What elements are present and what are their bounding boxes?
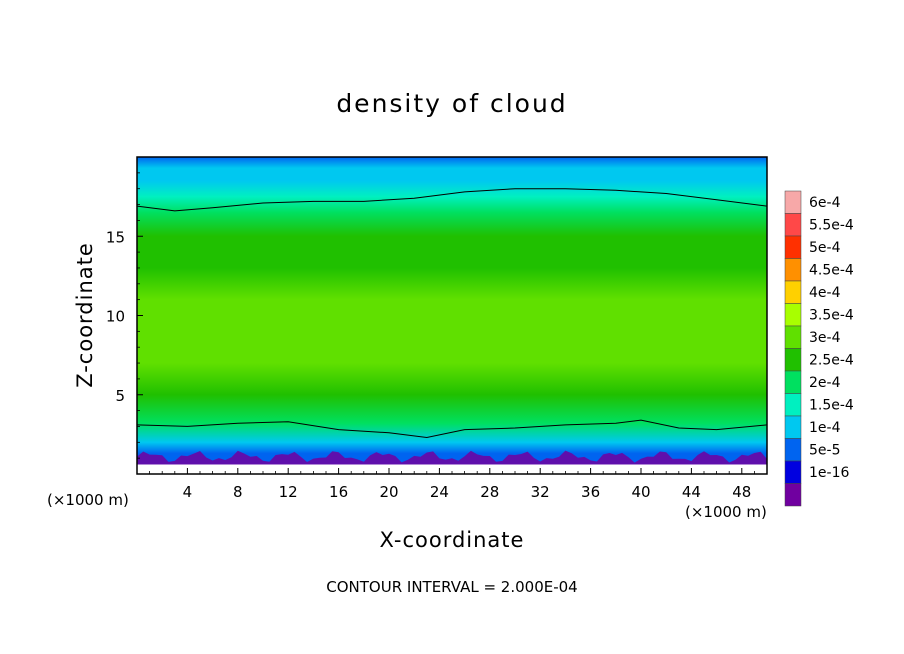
colorbar-swatch [784,460,802,484]
colorbar-label: 1e-16 [809,465,849,481]
x-tick-label: 12 [279,483,298,501]
y-tick-label: 15 [106,228,125,246]
ground-gap [137,464,767,474]
colorbar-label: 3.5e-4 [809,308,854,324]
colorbar-swatch [784,348,802,372]
colorbar-swatch [784,393,802,417]
y-tick-label: 10 [106,308,125,326]
colorbar-swatch [784,280,802,304]
colorbar-swatch [784,303,802,327]
contour-line-upper [137,188,767,212]
colorbar-swatch [784,325,802,349]
plot-area [137,157,767,474]
colorbar-label: 2e-4 [809,375,841,391]
x-tick-label: 4 [183,483,193,501]
cloud-density-field [137,157,767,474]
contour-interval-note: CONTOUR INTERVAL = 2.000E-04 [326,578,577,596]
x-tick-label: 20 [379,483,398,501]
colorbar-label: 5.5e-4 [809,218,854,234]
y-axis-ticks: 5 10 15 [106,172,143,459]
x-unit-left: (×1000 m) [47,491,129,509]
colorbar-label: 5e-5 [809,443,840,459]
x-unit-right: (×1000 m) [685,503,767,521]
colorbar-swatch [784,483,802,507]
x-tick-label: 16 [329,483,348,501]
x-axis-title: X-coordinate [380,528,525,552]
x-tick-label: 44 [682,483,701,501]
chart-title: density of cloud [336,89,567,118]
x-tick-label: 48 [732,483,751,501]
colorbar-swatch [784,438,802,462]
colorbar-swatch [784,370,802,394]
colorbar-label: 1e-4 [809,420,841,436]
colorbar-swatch [784,190,802,214]
x-tick-label: 8 [233,483,243,501]
colorbar-swatch [784,213,802,237]
colorbar: 6e-4 5.5e-4 5e-4 4.5e-4 4e-4 3.5e-4 3e-4 2.5e-4… [784,190,854,507]
y-tick-label: 5 [115,387,125,405]
colorbar-label: 1.5e-4 [809,398,854,414]
colorbar-label: 2.5e-4 [809,353,854,369]
x-tick-label: 36 [581,483,600,501]
colorbar-label: 4.5e-4 [809,263,854,279]
x-axis-ticks: 4 8 12 16 20 24 28 32 36 40 44 48 [149,468,755,501]
colorbar-label: 5e-4 [809,240,841,256]
colorbar-swatch [784,258,802,282]
x-tick-label: 40 [631,483,650,501]
colorbar-label: 4e-4 [809,285,841,301]
colorbar-swatch [784,235,802,259]
contour-line-lower [137,419,767,439]
x-tick-label: 24 [430,483,449,501]
colorbar-label: 3e-4 [809,330,841,346]
y-axis-title: Z-coordinate [73,242,97,388]
colorbar-swatch [784,415,802,439]
colorbar-label: 6e-4 [809,195,841,211]
x-tick-label: 28 [480,483,499,501]
x-tick-label: 32 [531,483,550,501]
